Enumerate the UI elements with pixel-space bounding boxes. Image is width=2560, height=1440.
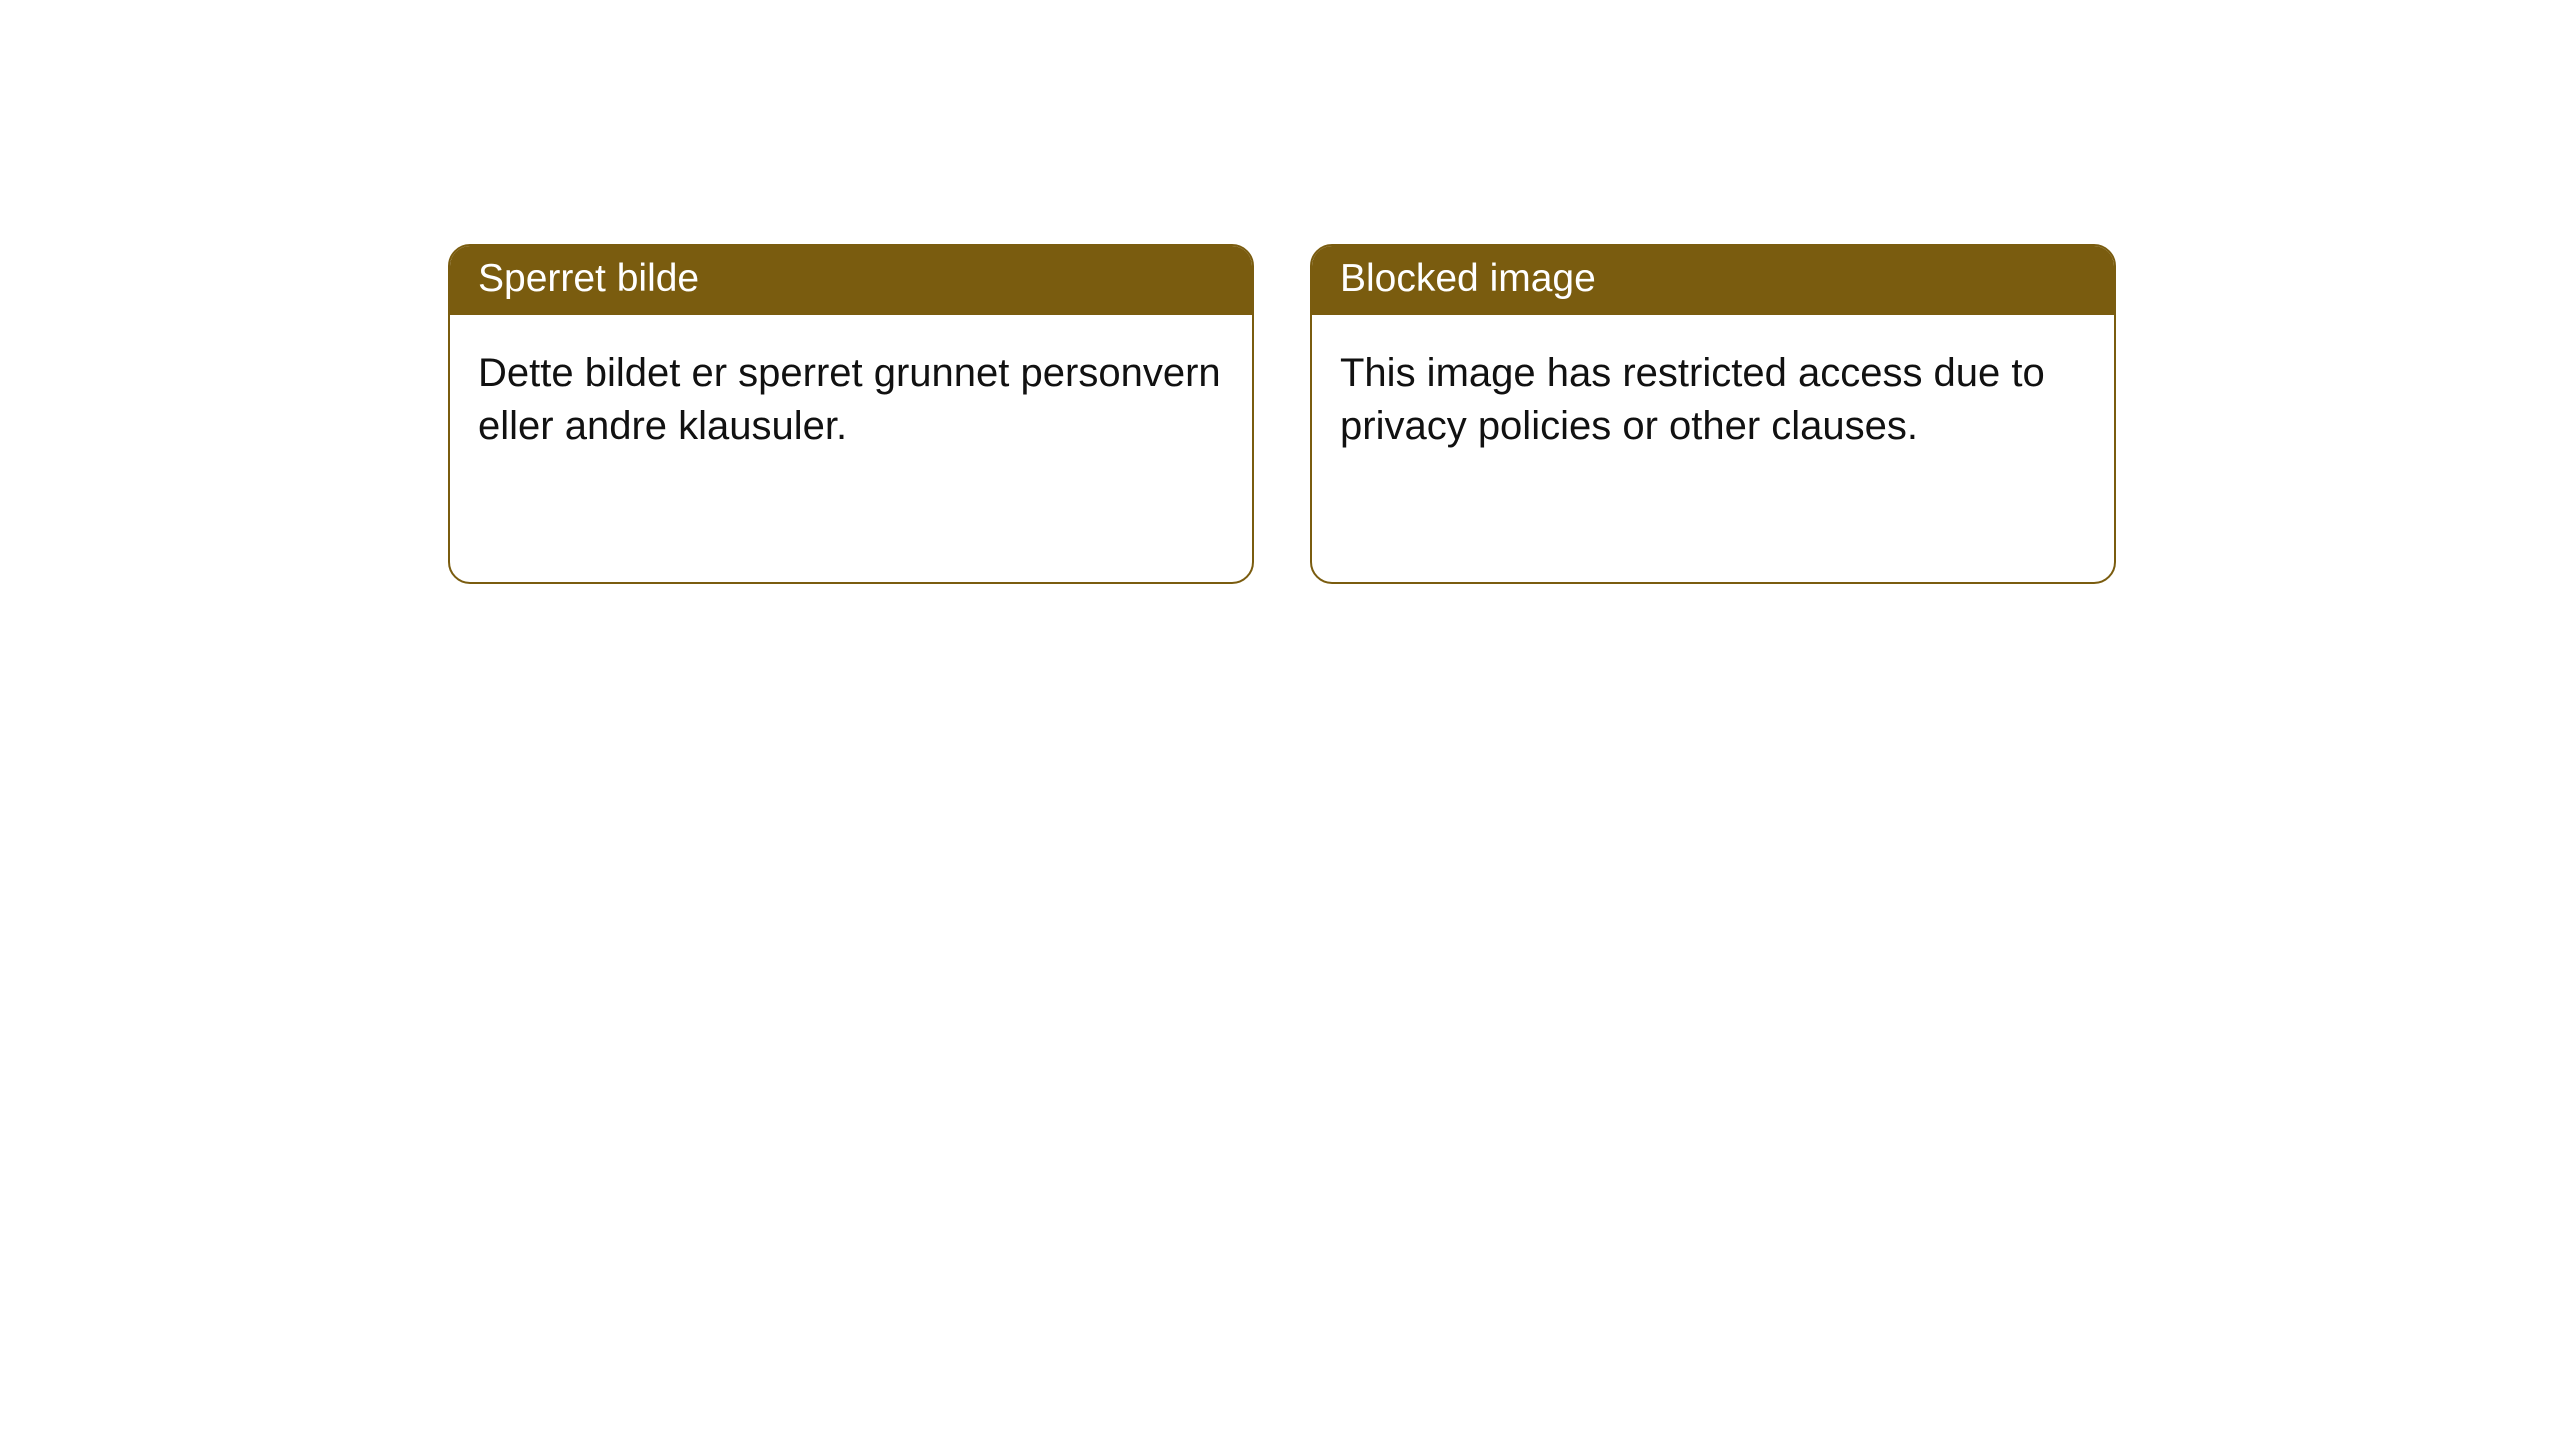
card-header-no: Sperret bilde <box>450 246 1252 315</box>
blocked-image-card-en: Blocked image This image has restricted … <box>1310 244 2116 584</box>
card-body-en: This image has restricted access due to … <box>1312 315 2114 485</box>
notice-container: Sperret bilde Dette bildet er sperret gr… <box>0 0 2560 584</box>
blocked-image-card-no: Sperret bilde Dette bildet er sperret gr… <box>448 244 1254 584</box>
card-body-no: Dette bildet er sperret grunnet personve… <box>450 315 1252 485</box>
card-header-en: Blocked image <box>1312 246 2114 315</box>
